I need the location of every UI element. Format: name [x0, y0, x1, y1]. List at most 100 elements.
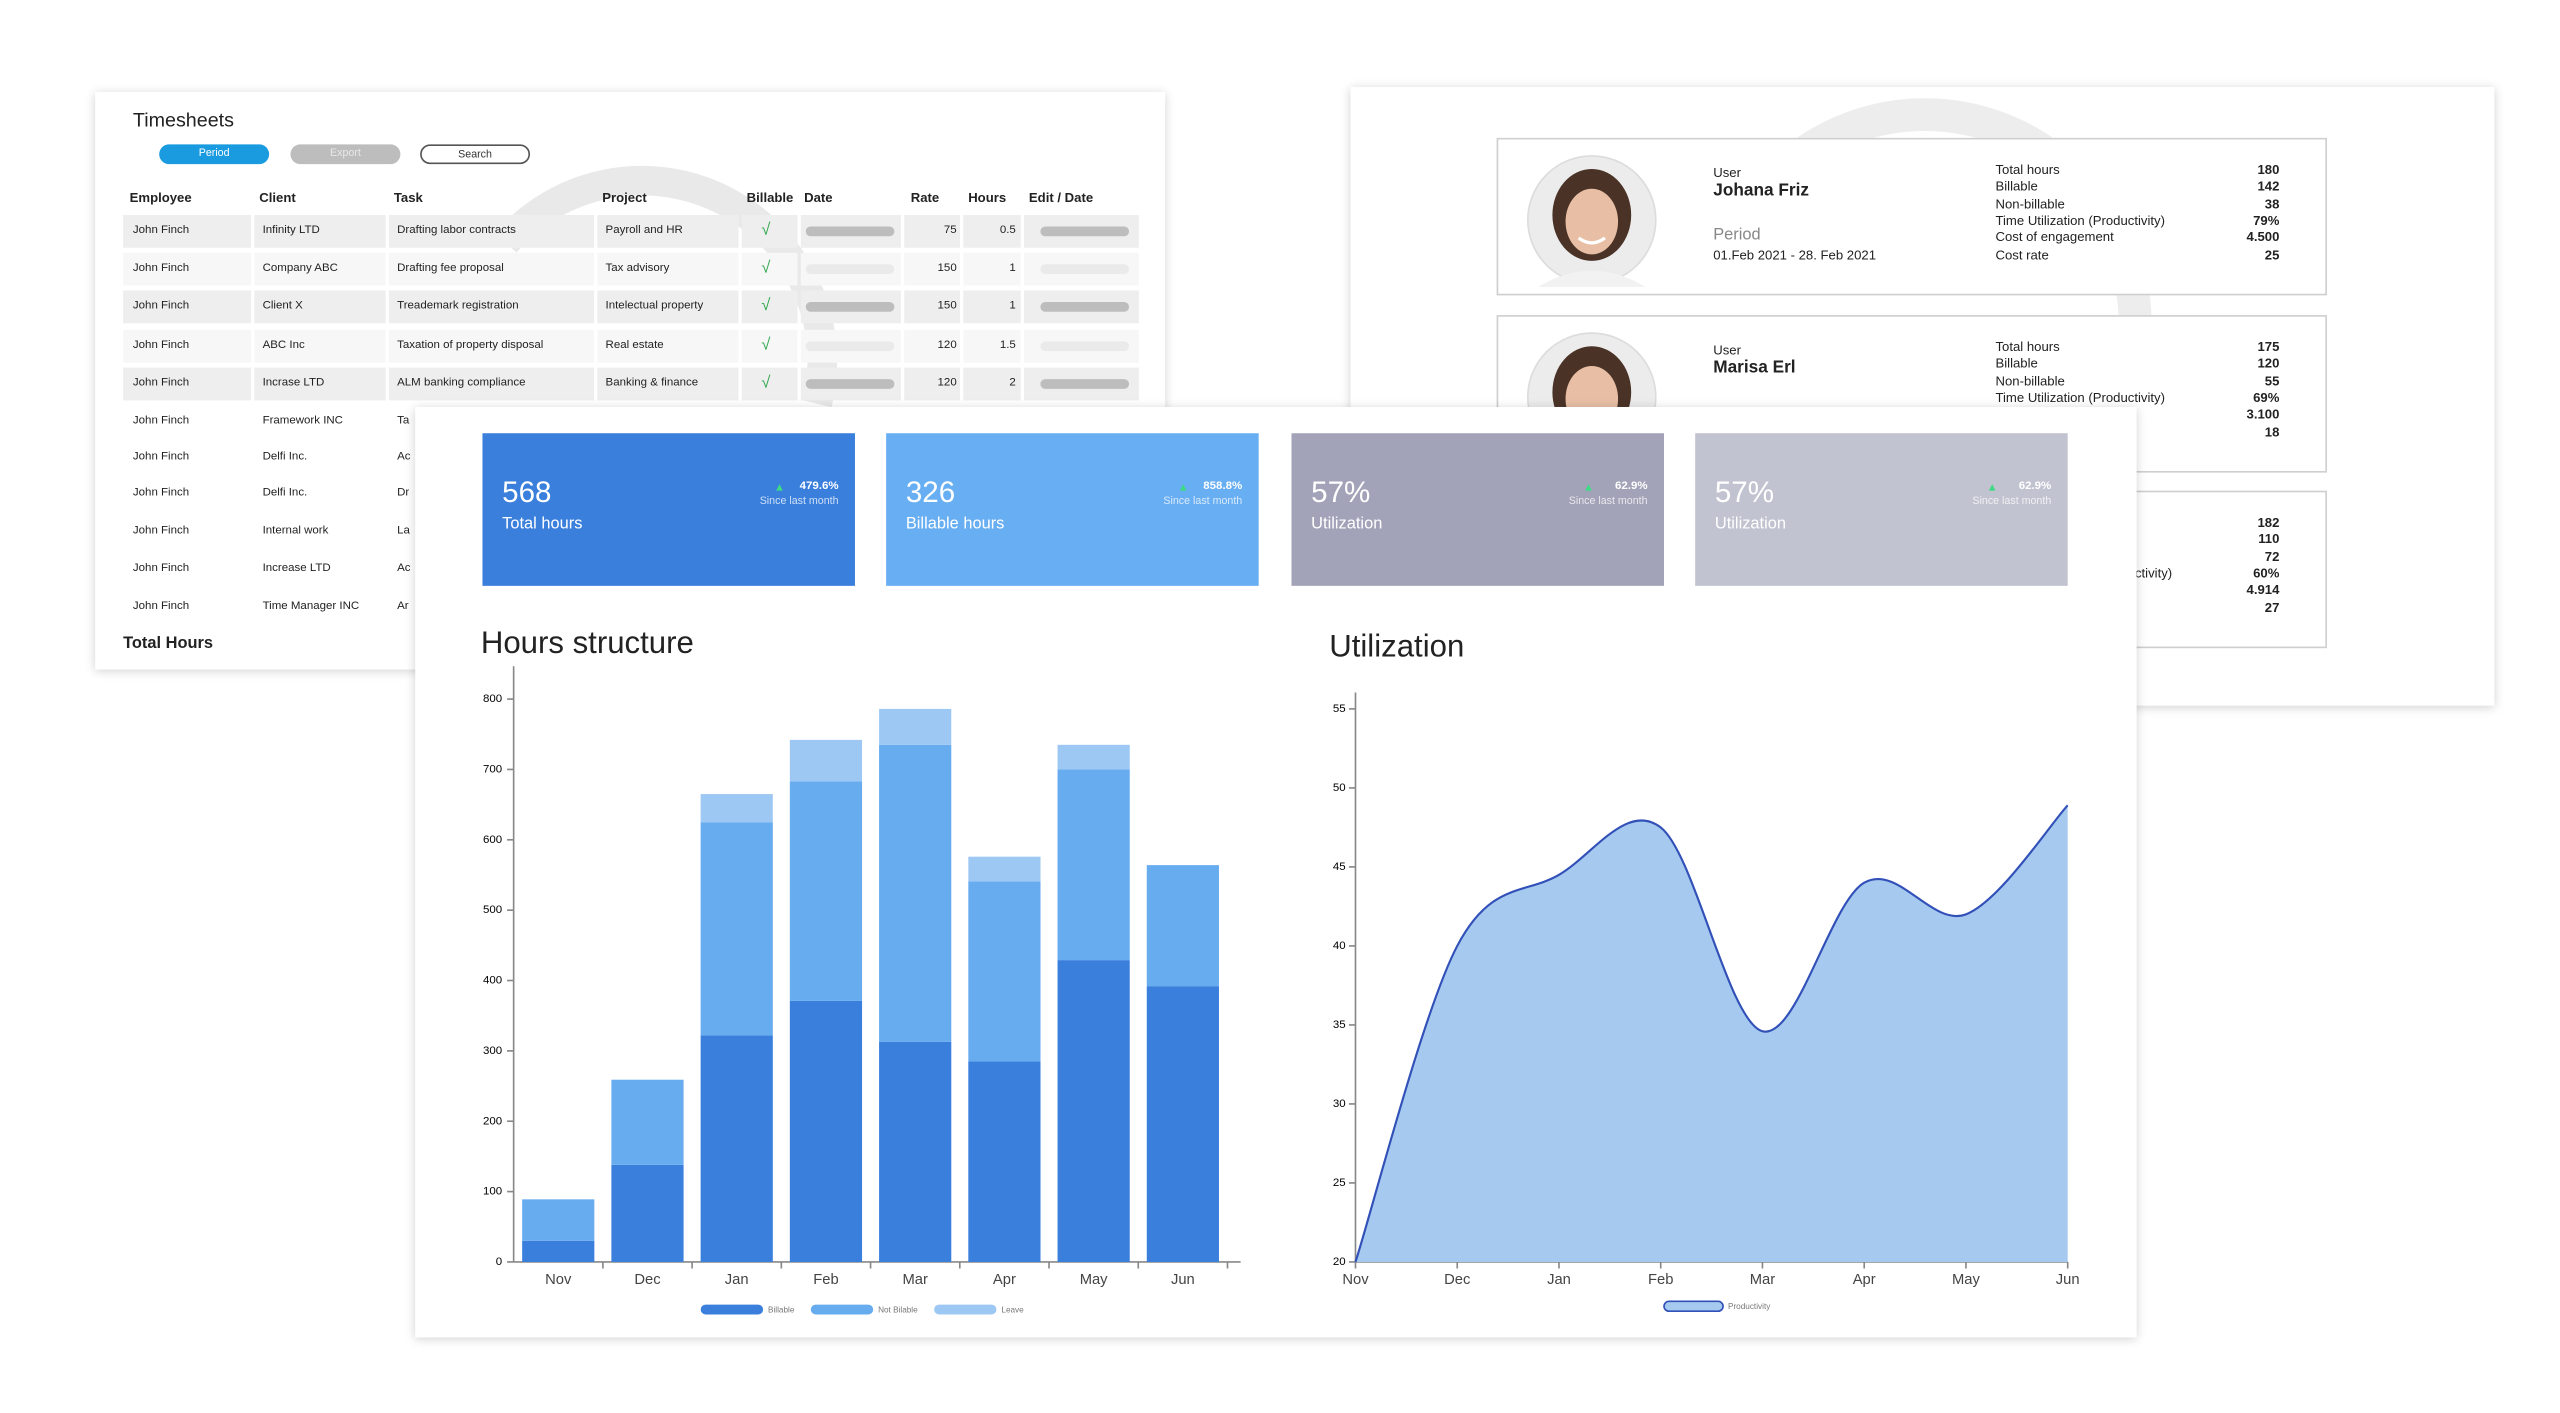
cell-bg	[597, 252, 739, 286]
cell: Incrase LTD	[262, 377, 325, 389]
user-card: User Johana Friz Period 01.Feb 2021 - 28. F…	[1496, 137, 2327, 296]
chart-title: Utilization	[1329, 628, 1464, 663]
kpi-change: 62.9%	[2018, 480, 2052, 493]
cell: John Finch	[132, 300, 190, 312]
user-label: User	[1713, 342, 1741, 358]
y-tick-label: 600	[483, 834, 502, 846]
stat-value: 69%	[2253, 390, 2280, 406]
bar-segment	[700, 794, 773, 823]
kpi-change: 858.8%	[1203, 480, 1243, 493]
cell: 1.5	[999, 339, 1016, 352]
total-label: Total Hours	[123, 635, 214, 654]
legend-label: Not Bilable	[878, 1306, 918, 1315]
column-header: Task	[393, 190, 423, 206]
cell-bg	[254, 252, 386, 286]
kpi-value: 57%	[1311, 475, 1371, 509]
cell-bg	[963, 214, 1021, 248]
y-tick-label: 300	[483, 1045, 502, 1057]
cell: √	[761, 336, 771, 355]
cell: John Finch	[132, 487, 190, 499]
cell: ALM banking compliance	[397, 377, 526, 389]
cell: 150	[937, 300, 957, 312]
cell: 1	[1009, 262, 1016, 275]
cell: √	[761, 374, 771, 393]
cell: Ar	[397, 600, 409, 613]
date-placeholder	[805, 341, 895, 352]
x-tick-label: Jun	[2056, 1272, 2080, 1288]
stat-value: 175	[2257, 339, 2280, 355]
x-tick-label: Jun	[1171, 1272, 1195, 1288]
stat-label: Time Utilization (Productivity)	[1995, 390, 2165, 406]
cell-bg	[254, 214, 386, 248]
x-tick-label: Feb	[813, 1272, 838, 1288]
stat-value: 4.914	[2246, 582, 2280, 598]
y-tick-label: 0	[496, 1256, 502, 1268]
kpi-card: 326 Billable hours 858.8% Since last month	[886, 433, 1259, 586]
y-tick-label: 25	[1333, 1177, 1346, 1189]
x-tick-label: Mar	[902, 1272, 927, 1288]
stat-label: ctivity)	[2134, 565, 2173, 581]
cell-bg	[123, 290, 252, 324]
kpi-card: 57% Utilization 62.9% Since last month	[1695, 433, 2068, 586]
title: Timesheets	[132, 108, 234, 132]
timesheets-panel: Timesheets Period Export Search Employee Clie…	[95, 91, 1166, 670]
column-header: Rate	[910, 190, 940, 206]
y-tick-label: 700	[483, 763, 502, 775]
cell: John Finch	[132, 339, 190, 352]
cell: Delfi Inc.	[262, 451, 308, 463]
bar-segment	[522, 1240, 595, 1262]
stat-label: Total hours	[1995, 339, 2060, 355]
stat-label: Cost of engagement	[1995, 230, 2114, 245]
cell-bg	[741, 290, 798, 324]
button[interactable]: Period	[159, 144, 270, 165]
avatar	[1526, 155, 1657, 288]
cell: John Finch	[132, 415, 190, 427]
cell: John Finch	[132, 262, 190, 275]
smile	[1577, 236, 1606, 245]
cell-bg	[904, 214, 960, 248]
button[interactable]: Search	[420, 144, 531, 165]
bar-segment	[700, 822, 773, 1036]
cell-bg	[963, 252, 1021, 286]
cell: Increase LTD	[262, 562, 331, 575]
stat-label: Cost rate	[1995, 246, 2049, 262]
kpi-label: Utilization	[1311, 515, 1383, 534]
legend-label: Leave	[1001, 1306, 1024, 1315]
cell: √	[761, 221, 771, 240]
stat-value: 18	[2264, 424, 2280, 439]
bar-segment	[879, 708, 952, 745]
cell: Intelectual property	[605, 300, 704, 312]
cell: 2	[1009, 377, 1016, 389]
column-header: Billable	[746, 190, 794, 206]
x-tick-label: Nov	[545, 1272, 572, 1288]
x-tick-label: Feb	[1648, 1272, 1673, 1288]
cell: Framework INC	[262, 415, 343, 427]
kpi-label: Billable hours	[905, 515, 1005, 534]
edit-placeholder	[1040, 301, 1130, 312]
cell-bg	[741, 214, 798, 248]
kpi-arrow	[1585, 484, 1592, 491]
bar-segment	[879, 1041, 952, 1262]
cell: Taxation of property disposal	[397, 339, 544, 352]
stat-value: 110	[2258, 532, 2280, 547]
cell: John Finch	[132, 562, 190, 575]
cell-bg	[963, 367, 1021, 401]
cell-bg	[904, 290, 960, 324]
bar-segment	[968, 856, 1041, 882]
kpi-card: 568 Total hours 479.6% Since last month	[482, 433, 855, 586]
cell-bg	[741, 367, 798, 401]
button[interactable]: Export	[290, 144, 401, 165]
column-header: Employee	[129, 190, 192, 206]
cell-bg	[388, 329, 595, 363]
edit-placeholder	[1040, 379, 1130, 389]
cell: Time Manager INC	[262, 600, 360, 613]
cell: 150	[937, 262, 957, 275]
legend-swatch	[934, 1304, 997, 1315]
user-name: Johana Friz	[1713, 180, 1809, 201]
column-header: Edit / Date	[1028, 190, 1094, 206]
cell: John Finch	[132, 224, 190, 237]
cell-bg	[597, 214, 739, 248]
stat-value: 4.500	[2246, 230, 2280, 245]
cell: Treademark registration	[397, 300, 519, 312]
